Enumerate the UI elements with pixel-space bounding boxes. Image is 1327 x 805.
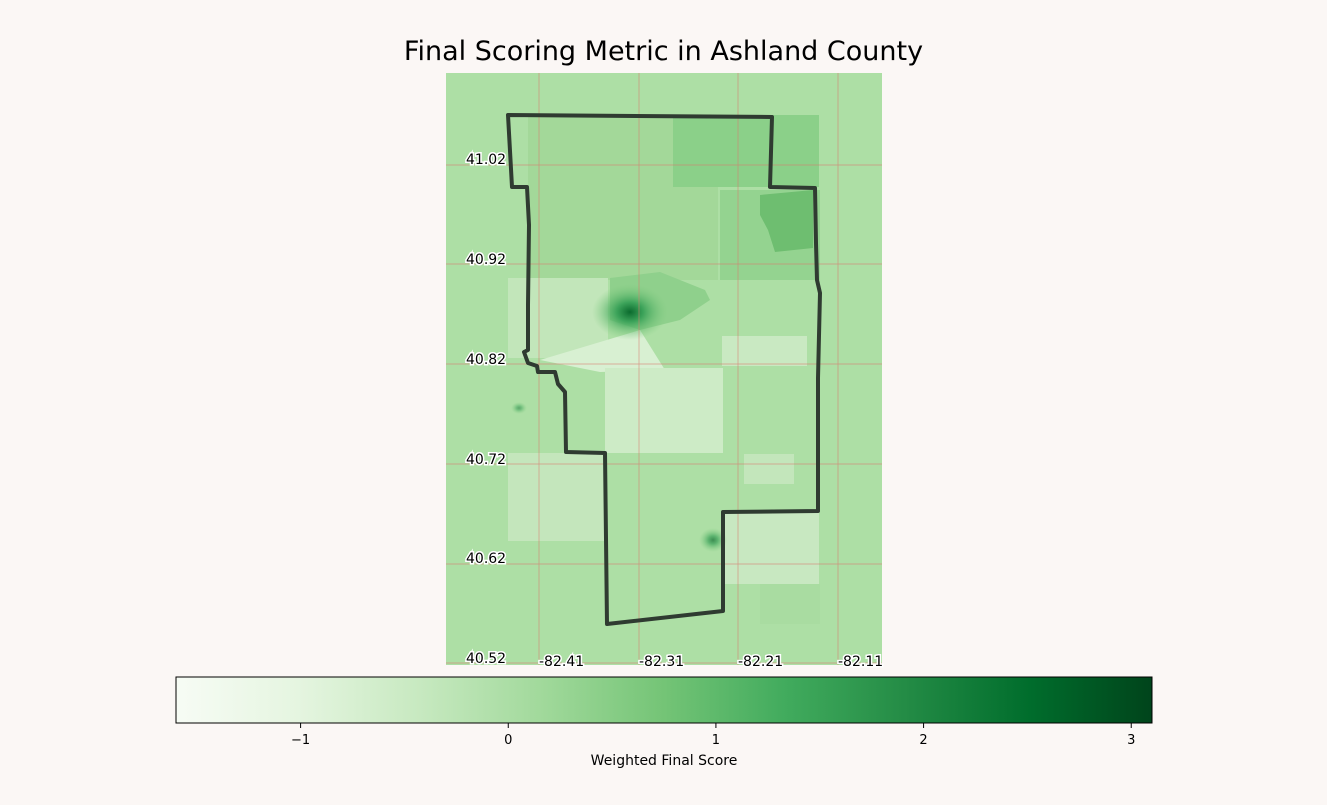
colorbar-tick-label: 0 — [504, 733, 512, 748]
lat-label: 40.82 — [466, 352, 506, 368]
chart-title: Final Scoring Metric in Ashland County — [403, 36, 924, 67]
colorbar-tick-label: 3 — [1127, 733, 1135, 748]
county-boundary — [506, 113, 822, 626]
lat-label: 40.72 — [466, 452, 506, 468]
lon-label: -82.31 — [639, 654, 684, 670]
colorbar-tick-label: 1 — [712, 733, 720, 748]
colorbar-gradient — [175, 676, 1153, 724]
colorbar-tick-label: −1 — [291, 733, 310, 748]
colorbar-ticks: −1 0 1 2 3 — [291, 723, 1135, 748]
colorbar: −1 0 1 2 3 Weighted Final Score — [175, 676, 1153, 769]
colorbar-tick-label: 2 — [919, 733, 927, 748]
lat-label: 40.92 — [466, 252, 506, 268]
lon-label: -82.41 — [539, 654, 584, 670]
lon-label: -82.11 — [838, 654, 883, 670]
score-raster — [446, 73, 882, 665]
lat-label: 40.62 — [466, 551, 506, 567]
lat-label: 40.52 — [466, 651, 506, 667]
colorbar-label: Weighted Final Score — [591, 753, 738, 769]
lat-label: 41.02 — [466, 152, 506, 168]
lon-label: -82.21 — [738, 654, 783, 670]
